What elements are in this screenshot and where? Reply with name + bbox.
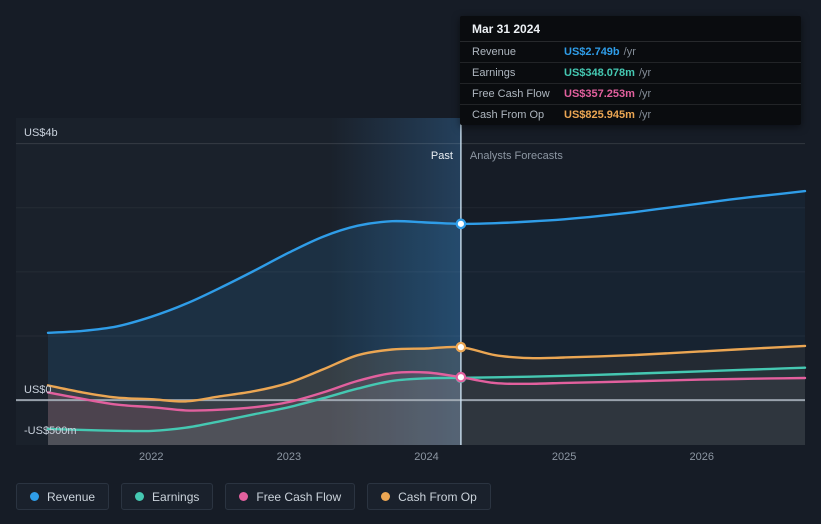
y-axis-label-zero: US$0	[24, 384, 52, 397]
legend-label: Cash From Op	[398, 489, 477, 504]
tooltip-row-earnings: Earnings US$348.078m /yr	[460, 63, 801, 84]
tooltip-suffix: /yr	[638, 67, 652, 79]
cashop-area	[460, 345, 805, 445]
cashop-marker	[455, 341, 467, 353]
x-axis-label-2026: 2026	[689, 451, 715, 463]
tooltip-label: Free Cash Flow	[472, 88, 550, 100]
chart-canvas[interactable]	[0, 0, 821, 470]
past-section-label: Past	[430, 149, 453, 162]
legend-label: Earnings	[152, 489, 200, 504]
tooltip-value: US$825.945m	[564, 109, 635, 121]
legend-item-cash-from-op[interactable]: Cash From Op	[367, 483, 491, 510]
fcf-marker	[455, 371, 467, 383]
cashop-area	[48, 347, 461, 445]
fcf-swatch-icon	[239, 492, 249, 501]
forecast-section-label: Analysts Forecasts	[469, 149, 563, 162]
cashop-line	[46, 344, 807, 403]
fcf-area	[48, 372, 461, 445]
earnings-area	[48, 377, 461, 445]
tooltip-label: Revenue	[472, 46, 517, 58]
tooltip-label: Earnings	[472, 67, 516, 79]
x-axis-label-2024: 2024	[414, 451, 439, 463]
fcf-line	[46, 370, 807, 412]
tooltip-suffix: /yr	[623, 46, 636, 58]
x-axis-label-2022: 2022	[138, 451, 164, 463]
earnings-swatch-icon	[135, 492, 145, 501]
x-axis-label-2025: 2025	[551, 451, 577, 463]
tooltip-value: US$348.078m	[564, 67, 635, 79]
tooltip-suffix: /yr	[638, 88, 652, 100]
tooltip-row-free-cash-flow: Free Cash Flow US$357.253m /yr	[460, 84, 801, 105]
x-axis-label-2023: 2023	[276, 451, 302, 463]
y-axis-label-4b: US$4b	[24, 126, 58, 139]
legend-label: Free Cash Flow	[256, 489, 342, 504]
earnings-line	[46, 366, 807, 433]
legend-item-earnings[interactable]: Earnings	[121, 483, 214, 510]
tooltip-date: Mar 31 2024	[460, 16, 801, 42]
tooltip-label: Cash From Op	[472, 109, 545, 121]
legend-label: Revenue	[47, 489, 96, 504]
tooltip-value: US$357.253m	[564, 88, 635, 100]
revenue-line	[46, 189, 807, 334]
revenue-marker	[455, 218, 467, 230]
tooltip-row-cash-from-op: Cash From Op US$825.945m /yr	[460, 105, 801, 125]
tooltip-value: US$2.749b	[564, 46, 620, 58]
fcf-area	[460, 377, 805, 445]
cashop-swatch-icon	[381, 492, 391, 501]
y-axis-label-neg500m: -US$500m	[24, 425, 77, 438]
legend-item-free-cash-flow[interactable]: Free Cash Flow	[225, 483, 356, 510]
earnings-area	[460, 367, 805, 445]
revenue-swatch-icon	[30, 492, 39, 501]
data-tooltip: Mar 31 2024 Revenue US$2.749b /yr Earnin…	[460, 16, 801, 125]
tooltip-row-revenue: Revenue US$2.749b /yr	[460, 42, 801, 63]
legend-item-revenue[interactable]: Revenue	[16, 483, 110, 510]
legend: Revenue Earnings Free Cash Flow Cash Fro…	[16, 483, 491, 510]
revenue-area	[460, 191, 805, 445]
tooltip-suffix: /yr	[638, 109, 652, 121]
